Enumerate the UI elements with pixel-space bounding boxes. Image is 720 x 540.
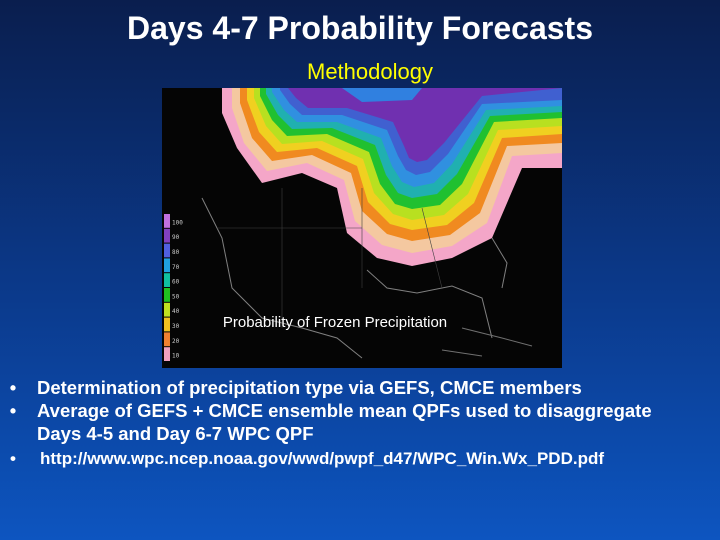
legend-label: 10 (172, 353, 180, 360)
legend-color-bar: 100 90 80 70 60 50 40 30 20 10 (164, 214, 186, 362)
legend-label: 90 (172, 234, 180, 241)
legend-swatch (164, 288, 170, 302)
legend-swatch (164, 228, 170, 243)
bullet-item: • Determination of precipitation type vi… (0, 376, 720, 399)
bullet-text: Average of GEFS + CMCE ensemble mean QPF… (37, 400, 652, 421)
bullet-marker: • (9, 377, 17, 398)
legend-swatch (164, 273, 170, 287)
map-caption: Probability of Frozen Precipitation (222, 314, 448, 331)
legend-swatch (164, 317, 170, 332)
forecast-map: 100 90 80 70 60 50 40 30 20 10 (162, 88, 562, 368)
legend-swatch (164, 347, 170, 361)
bullet-marker: • (9, 400, 17, 421)
bullet-list: • Determination of precipitation type vi… (0, 376, 720, 470)
legend-label: 60 (172, 279, 180, 286)
legend-label: 20 (172, 338, 180, 345)
slide-subtitle: Methodology (307, 59, 433, 84)
bullet-marker: • (10, 449, 16, 468)
legend-label: 100 (172, 219, 183, 226)
legend-swatch (164, 258, 170, 273)
legend-swatch (164, 243, 170, 258)
legend-swatch (164, 214, 170, 228)
legend-label: 70 (172, 264, 180, 271)
legend-label: 30 (172, 323, 180, 330)
bullet-item: • Average of GEFS + CMCE ensemble mean Q… (0, 399, 720, 445)
legend-label: 50 (172, 293, 180, 300)
frozen-precip-probability-map (162, 88, 562, 368)
legend-label: 40 (172, 308, 180, 315)
bullet-text: Determination of precipitation type via … (37, 377, 582, 398)
bullet-item: • http://www.wpc.ncep.noaa.gov/wwd/pwpf_… (0, 447, 720, 470)
legend-swatch (164, 332, 170, 347)
bullet-text-continued: Days 4-5 and Day 6-7 WPC QPF (37, 423, 314, 444)
pdd-link[interactable]: http://www.wpc.ncep.noaa.gov/wwd/pwpf_d4… (40, 449, 605, 468)
legend-swatch (164, 302, 170, 317)
slide-title: Days 4-7 Probability Forecasts (127, 10, 593, 46)
legend-label: 80 (172, 249, 180, 256)
